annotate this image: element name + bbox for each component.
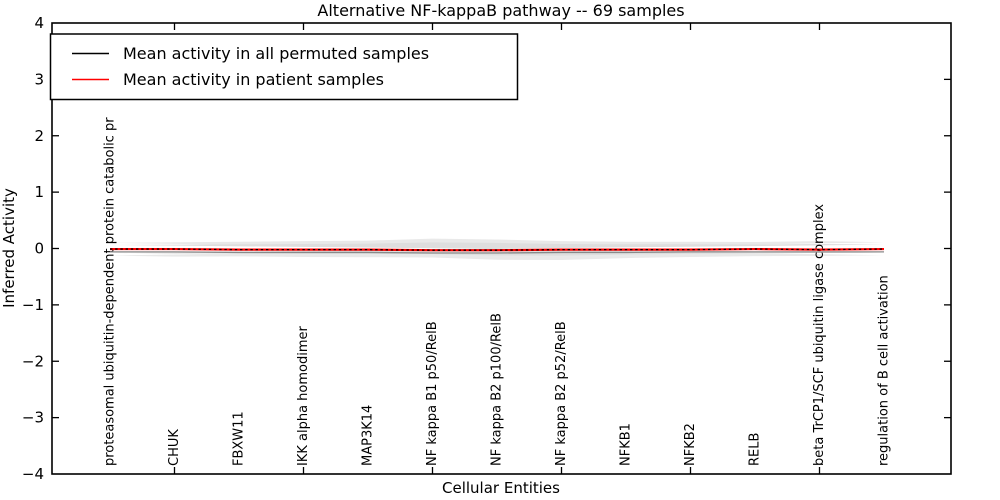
legend-label-permuted: Mean activity in all permuted samples (123, 44, 429, 63)
x-category-label: NF kappa B2 p100/RelB (490, 313, 505, 466)
x-category-label: regulation of B cell activation (877, 275, 892, 466)
x-category-label: beta TrCP1/SCF ubiquitin ligase complex (812, 204, 827, 466)
patient-mean-dash-overlay (110, 248, 885, 251)
x-category-label: IKK alpha homodimer (296, 325, 311, 466)
y-tick-label: 4 (34, 14, 44, 32)
chart-title: Alternative NF-kappaB pathway -- 69 samp… (317, 1, 684, 20)
x-axis-label: Cellular Entities (442, 479, 560, 497)
y-tick-label: −3 (22, 409, 44, 427)
legend-label-patient: Mean activity in patient samples (123, 70, 384, 89)
x-category-label: NF kappa B2 p52/RelB (554, 321, 569, 466)
y-tick-label: 2 (34, 127, 44, 145)
axis-ticks (52, 23, 951, 474)
x-category-label: MAP3K14 (361, 405, 376, 466)
y-tick-label: −1 (22, 296, 44, 314)
x-category-label: NF kappa B1 p50/RelB (425, 321, 440, 466)
y-tick-label: −2 (22, 352, 44, 370)
legend-box (49, 33, 519, 101)
x-category-label: NFKB1 (619, 423, 634, 466)
x-category-labels: proteasomal ubiquitin-dependent protein … (103, 117, 892, 466)
x-category-label: FBXW11 (232, 411, 247, 466)
y-tick-label: 0 (34, 240, 44, 258)
permuted-mean-line (110, 251, 884, 254)
x-category-label: RELB (748, 433, 763, 466)
legend: Mean activity in all permuted samples Me… (49, 33, 519, 101)
x-category-label: NFKB2 (683, 423, 698, 466)
x-category-label: CHUK (167, 429, 182, 466)
y-tick-label: 3 (34, 70, 44, 88)
y-tick-label: 1 (34, 183, 44, 201)
y-axis-label: Inferred Activity (0, 188, 18, 308)
series-lines (110, 247, 885, 254)
y-tick-labels: 4 3 2 1 0 −1 −2 −3 −4 (22, 14, 44, 483)
x-category-label: proteasomal ubiquitin-dependent protein … (103, 117, 118, 466)
y-tick-label: −4 (22, 465, 44, 483)
